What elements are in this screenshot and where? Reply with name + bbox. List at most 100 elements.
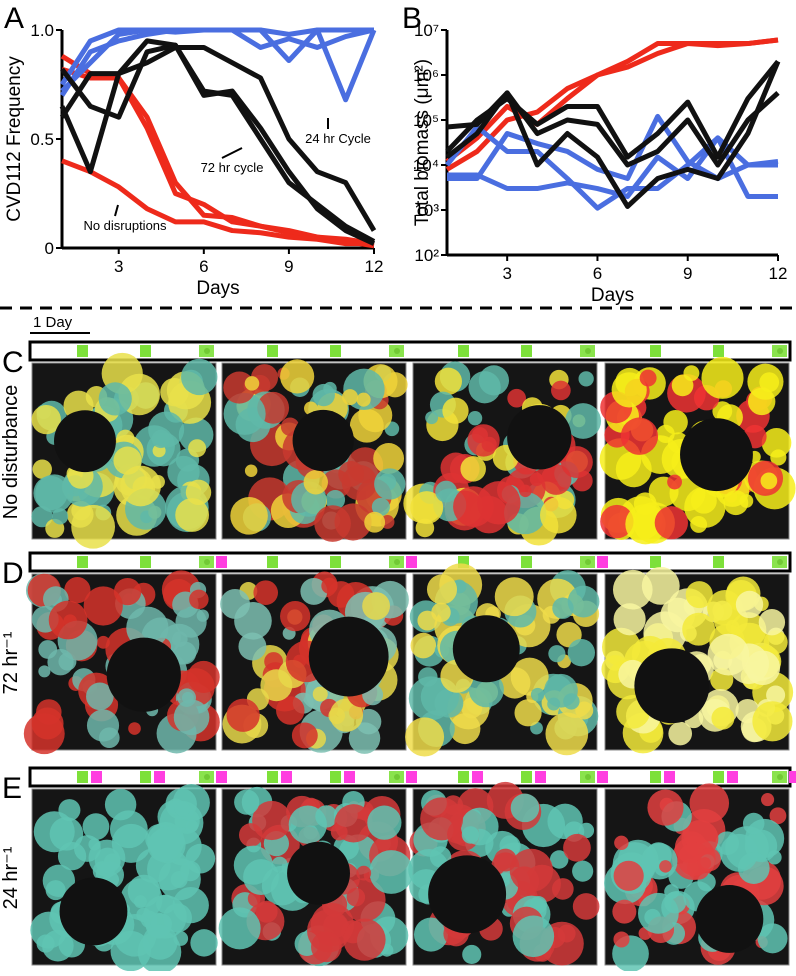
blob bbox=[49, 817, 84, 851]
day-marker bbox=[77, 556, 88, 568]
blob bbox=[244, 464, 258, 478]
blob bbox=[32, 459, 52, 479]
blob bbox=[540, 464, 572, 495]
blob bbox=[620, 417, 659, 455]
micrograph bbox=[601, 566, 794, 754]
blob bbox=[348, 722, 381, 754]
blob bbox=[369, 850, 414, 894]
blob bbox=[507, 388, 526, 408]
y-tick-label: 1.0 bbox=[30, 21, 54, 40]
blob bbox=[356, 392, 371, 407]
y-tick-label: 10³ bbox=[414, 201, 439, 220]
blob bbox=[529, 472, 544, 487]
day-marker bbox=[199, 345, 214, 357]
blob bbox=[639, 369, 657, 387]
blob bbox=[572, 860, 594, 882]
blob bbox=[371, 497, 390, 516]
day-marker bbox=[458, 771, 469, 783]
day-marker bbox=[330, 771, 341, 783]
day-marker bbox=[267, 345, 278, 357]
blob bbox=[425, 411, 439, 425]
y-tick-label: 10² bbox=[414, 246, 439, 265]
blob bbox=[745, 650, 781, 686]
blob bbox=[625, 503, 666, 545]
panel-label: B bbox=[402, 2, 422, 35]
blob bbox=[300, 577, 328, 605]
blob bbox=[288, 805, 327, 844]
annotation: No disruptions bbox=[83, 218, 167, 233]
blob bbox=[181, 358, 218, 396]
day-marker bbox=[772, 771, 787, 783]
blob bbox=[766, 685, 786, 705]
blob bbox=[280, 359, 315, 394]
blob bbox=[82, 813, 110, 840]
blob bbox=[689, 783, 730, 823]
disturb-marker bbox=[344, 771, 355, 783]
blob bbox=[173, 641, 197, 665]
pore bbox=[292, 409, 354, 472]
blob bbox=[685, 581, 713, 609]
micrograph bbox=[403, 361, 602, 546]
day-marker bbox=[580, 771, 595, 783]
blob bbox=[230, 497, 268, 535]
blob bbox=[701, 356, 744, 399]
micrograph bbox=[599, 356, 796, 545]
y-tick-label: 10⁷ bbox=[414, 21, 439, 40]
day-marker bbox=[772, 345, 787, 357]
blob bbox=[544, 673, 578, 708]
x-tick-label: 6 bbox=[593, 264, 602, 283]
blob bbox=[234, 789, 260, 815]
blob bbox=[735, 590, 764, 619]
micrograph bbox=[31, 352, 218, 549]
panel-label: A bbox=[4, 2, 24, 35]
series-line bbox=[61, 158, 374, 247]
day-marker bbox=[140, 556, 151, 568]
blob bbox=[142, 924, 178, 960]
blob bbox=[325, 489, 346, 510]
blob bbox=[467, 424, 500, 457]
day-marker bbox=[580, 345, 595, 357]
blob bbox=[83, 586, 123, 626]
day-marker bbox=[713, 345, 724, 357]
micrograph bbox=[220, 571, 409, 754]
blob bbox=[671, 374, 694, 397]
y-tick-label: 0.5 bbox=[30, 130, 54, 149]
x-axis-label: Days bbox=[196, 278, 239, 299]
pore bbox=[695, 885, 764, 953]
blob bbox=[477, 481, 521, 525]
y-axis-label: Total biomass (μm²) bbox=[412, 59, 433, 226]
blob bbox=[460, 456, 486, 482]
day-marker bbox=[650, 771, 661, 783]
x-tick-label: 9 bbox=[284, 257, 293, 276]
blob bbox=[223, 392, 266, 435]
blob bbox=[45, 880, 66, 901]
blob bbox=[321, 577, 338, 594]
blob bbox=[71, 504, 116, 549]
blob bbox=[530, 687, 545, 702]
blob bbox=[752, 701, 793, 742]
day-marker bbox=[77, 771, 88, 783]
disturb-marker bbox=[91, 771, 102, 783]
row-label: 72 hr⁻¹ bbox=[0, 631, 22, 694]
day-marker bbox=[521, 556, 532, 568]
y-tick-label: 0 bbox=[45, 239, 54, 258]
blob bbox=[654, 506, 688, 540]
blob bbox=[113, 578, 142, 606]
blob bbox=[758, 609, 786, 636]
blob bbox=[86, 682, 114, 711]
series-line bbox=[59, 27, 375, 97]
blob bbox=[128, 722, 141, 735]
blob bbox=[244, 376, 260, 391]
blob bbox=[667, 474, 682, 490]
blob bbox=[252, 800, 292, 841]
blob bbox=[226, 698, 260, 732]
day-marker bbox=[521, 345, 532, 357]
blob bbox=[761, 428, 792, 458]
y-tick-label: 10⁵ bbox=[413, 111, 439, 130]
blob bbox=[190, 929, 218, 957]
blob bbox=[434, 367, 463, 395]
blob bbox=[413, 917, 449, 952]
day-marker bbox=[330, 556, 341, 568]
x-tick-label: 3 bbox=[502, 264, 511, 283]
